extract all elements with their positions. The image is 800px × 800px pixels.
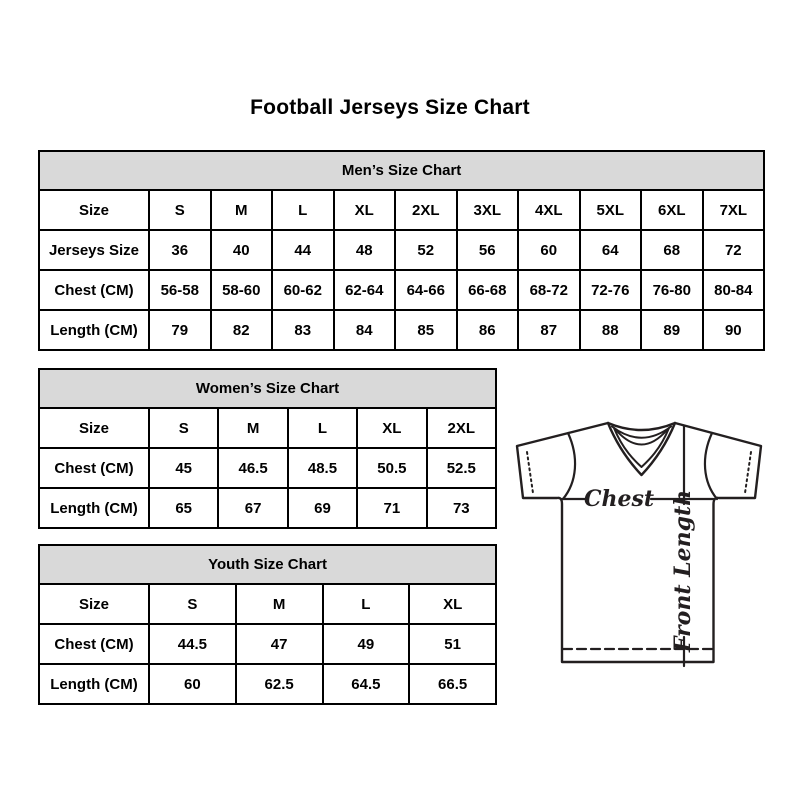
size-cell: 83 (271, 309, 335, 351)
row-label: Chest (CM) (38, 623, 150, 665)
size-cell: 68-72 (517, 269, 581, 311)
size-cell: 50.5 (356, 447, 428, 489)
womens-table-title: Women’s Size Chart (37, 368, 498, 409)
size-cell: 89 (640, 309, 704, 351)
size-cell: L (321, 583, 411, 625)
row-label: Length (CM) (38, 487, 150, 529)
size-cell: 51 (408, 623, 498, 665)
row-label: Size (38, 583, 150, 625)
size-cell: XL (356, 407, 428, 449)
size-cell: 80-84 (701, 269, 766, 311)
chest-label: Chest (584, 486, 654, 512)
sleeve-seam-icon (703, 431, 719, 501)
size-cell: 62.5 (234, 663, 324, 705)
size-cell: 48.5 (286, 447, 359, 489)
size-cell: 88 (578, 309, 642, 351)
size-cell: 66.5 (408, 663, 498, 705)
size-cell: 52 (394, 229, 458, 271)
size-cell: 90 (701, 309, 766, 351)
size-cell: 60-62 (271, 269, 335, 311)
size-cell: 46.5 (217, 447, 289, 489)
size-cell: 36 (148, 229, 212, 271)
size-cell: 7XL (701, 189, 766, 231)
size-cell: 82 (209, 309, 273, 351)
vneck-outer-icon (606, 421, 677, 477)
size-cell: 56 (455, 229, 519, 271)
sleeve-seam-icon (561, 431, 577, 501)
size-cell: S (148, 189, 212, 231)
size-cell: 52.5 (425, 447, 498, 489)
size-cell: 66-68 (455, 269, 519, 311)
row-label: Jerseys Size (38, 229, 150, 271)
row-label: Chest (CM) (38, 447, 150, 489)
size-cell: 87 (517, 309, 581, 351)
size-cell: S (147, 407, 220, 449)
size-cell: 73 (425, 487, 498, 529)
size-cell: 72 (701, 229, 766, 271)
mens-table-title: Men’s Size Chart (37, 150, 766, 191)
row-label: Length (CM) (38, 309, 150, 351)
size-cell: 72-76 (578, 269, 642, 311)
size-cell: 64.5 (321, 663, 411, 705)
size-cell: L (271, 189, 335, 231)
size-cell: 64-66 (394, 269, 458, 311)
size-cell: 3XL (455, 189, 519, 231)
size-cell: 4XL (517, 189, 581, 231)
vneck-inner-icon (613, 427, 670, 468)
row-label: Size (38, 407, 150, 449)
size-cell: 2XL (394, 189, 458, 231)
size-cell: XL (408, 583, 498, 625)
size-cell: 60 (148, 663, 237, 705)
size-cell: S (148, 583, 237, 625)
size-cell: 44 (271, 229, 335, 271)
size-cell: 68 (640, 229, 704, 271)
size-cell: 48 (332, 229, 396, 271)
size-cell: 2XL (425, 407, 498, 449)
row-label: Length (CM) (38, 663, 150, 705)
size-cell: 49 (321, 623, 411, 665)
cuff-stitch-icon (526, 451, 534, 494)
collar-arc-icon (615, 429, 668, 446)
row-label: Chest (CM) (38, 269, 150, 311)
size-cell: 62-64 (332, 269, 396, 311)
size-cell: 86 (455, 309, 519, 351)
jersey-outline-icon (515, 421, 763, 664)
size-cell: 45 (147, 447, 220, 489)
womens-size-chart-table: Women’s Size Chart Size S M L XL 2XL Che… (37, 368, 498, 529)
size-cell: 64 (578, 229, 642, 271)
size-cell: 47 (234, 623, 324, 665)
size-cell: 6XL (640, 189, 704, 231)
youth-table-title: Youth Size Chart (37, 544, 498, 585)
size-cell: M (217, 407, 289, 449)
size-cell: 65 (147, 487, 220, 529)
size-cell: 67 (217, 487, 289, 529)
size-cell: 5XL (578, 189, 642, 231)
jersey-measurement-diagram: Chest Front Length (515, 421, 763, 668)
size-cell: 40 (209, 229, 273, 271)
youth-size-chart-table: Youth Size Chart Size S M L XL Chest (CM… (37, 544, 498, 705)
page-title: Football Jerseys Size Chart (250, 96, 530, 119)
row-label: Size (38, 189, 150, 231)
size-cell: 76-80 (640, 269, 704, 311)
cuff-stitch-icon (744, 451, 752, 494)
front-length-label: Front Length (670, 490, 696, 653)
size-cell: 44.5 (148, 623, 237, 665)
collar-arc-icon (606, 421, 677, 432)
size-cell: 85 (394, 309, 458, 351)
size-cell: 58-60 (209, 269, 273, 311)
size-cell: 84 (332, 309, 396, 351)
size-cell: 79 (148, 309, 212, 351)
size-cell: 60 (517, 229, 581, 271)
size-cell: L (286, 407, 359, 449)
size-cell: XL (332, 189, 396, 231)
size-cell: 71 (356, 487, 428, 529)
size-cell: M (209, 189, 273, 231)
mens-size-chart-table: Men’s Size Chart Size S M L XL 2XL 3XL 4… (37, 150, 766, 351)
size-cell: 56-58 (148, 269, 212, 311)
size-cell: 69 (286, 487, 359, 529)
size-cell: M (234, 583, 324, 625)
